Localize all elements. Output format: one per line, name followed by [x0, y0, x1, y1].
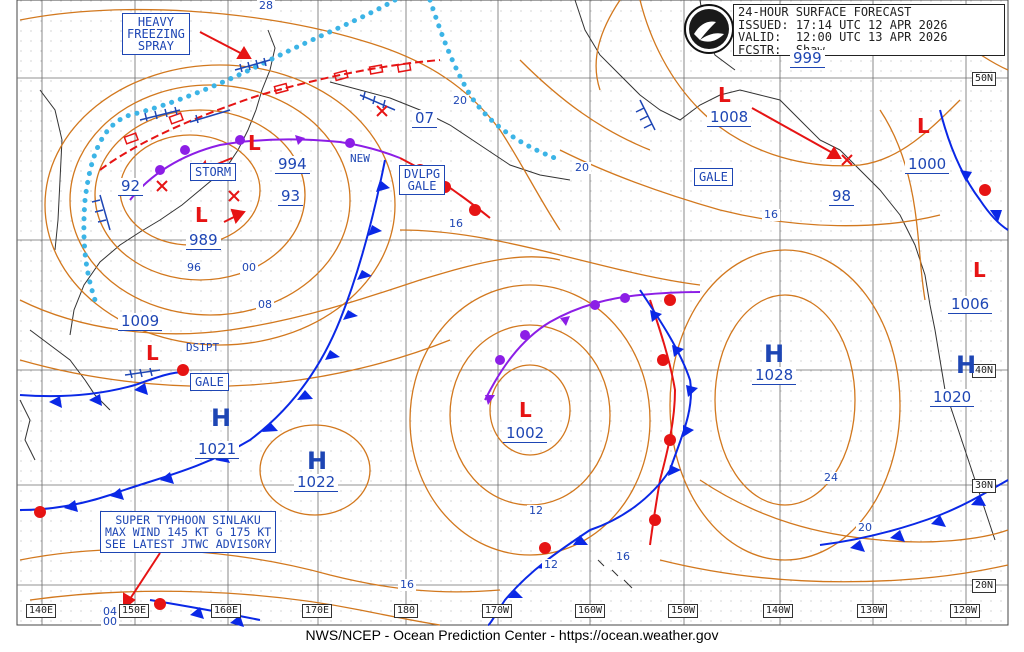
coastlines — [19, 0, 996, 589]
isobar-label: 16 — [398, 578, 416, 591]
low-pressure-1009: 1009 — [118, 313, 163, 331]
gale-warning-box: GALE — [190, 373, 229, 391]
lon-label-180: 180 — [394, 604, 419, 618]
isobar-label: 16 — [762, 208, 780, 221]
low-center-symbol: L — [519, 398, 532, 422]
high-pressure-1022: 1022 — [294, 474, 339, 492]
isobar-label: 24 — [822, 471, 840, 484]
lon-label-160e: 160E — [211, 604, 242, 618]
low-pressure-92: 92 — [118, 178, 144, 196]
isobar-label: 04 — [101, 605, 119, 618]
typhoon-line: SEE LATEST JTWC ADVISORY — [105, 537, 272, 551]
typhoon-line: MAX WIND 145 KT G 175 KT — [105, 525, 272, 539]
lat-label-50n: 50N — [972, 72, 997, 86]
new-label: NEW — [350, 152, 370, 165]
warning-line: HEAVY — [137, 15, 174, 29]
isobar-label: 28 — [257, 0, 275, 12]
developing-gale-box: DVLPG GALE — [399, 165, 446, 195]
dissipating-label: DSIPT — [186, 341, 220, 354]
low-pressure-1006: 1006 — [948, 296, 993, 314]
forecaster-label: FCSTR: — [738, 42, 782, 57]
low-pressure-1000: 1000 — [905, 156, 950, 174]
warning-line: DVLPG — [404, 167, 441, 181]
ice-accretion-hatching — [91, 57, 656, 379]
low-pressure-999: 999 — [790, 50, 825, 68]
heavy-freezing-spray-box: HEAVY FREEZING SPRAY — [122, 13, 190, 55]
lat-label-30n: 30N — [972, 479, 997, 493]
high-pressure-1028: 1028 — [752, 367, 797, 385]
lon-label-140w: 140W — [763, 604, 794, 618]
isobar-label: 20 — [856, 521, 874, 534]
low-pressure-989: 989 — [186, 232, 221, 250]
low-center-symbol: L — [195, 203, 208, 227]
low-pressure-994: 994 — [275, 156, 310, 174]
low-pressure-93: 93 — [278, 188, 304, 206]
high-center-symbol: H — [764, 340, 785, 368]
lon-label-160w: 160W — [575, 604, 606, 618]
low-pressure-1002: 1002 — [503, 425, 548, 443]
high-center-symbol: H — [956, 351, 977, 379]
lat-label-20n: 20N — [972, 579, 997, 593]
warning-line: FREEZING — [127, 27, 185, 41]
low-center-symbol: L — [917, 114, 930, 138]
low-center-symbol: L — [146, 341, 159, 365]
gale-warning-box: GALE — [694, 168, 733, 186]
lon-label-150e: 150E — [119, 604, 150, 618]
high-pressure-1021: 1021 — [195, 441, 240, 459]
isobar-label: 20 — [451, 94, 469, 107]
storm-warning-box: STORM — [190, 163, 237, 181]
low-pressure-1008: 1008 — [707, 109, 752, 127]
lon-label-150w: 150W — [668, 604, 699, 618]
isobar-label: 12 — [542, 558, 560, 571]
valid-label: VALID: — [738, 30, 782, 44]
footer-credit: NWS/NCEP - Ocean Prediction Center - htt… — [0, 627, 1024, 652]
isobar-label: 20 — [573, 161, 591, 174]
isobar-label: 16 — [614, 550, 632, 563]
high-center-symbol: H — [307, 447, 328, 475]
forecast-header: 24-HOUR SURFACE FORECAST ISSUED: 17:14 U… — [733, 4, 1005, 56]
lon-label-170w: 170W — [482, 604, 513, 618]
valid-time: 12:00 UTC 13 APR 2026 — [795, 30, 948, 44]
lon-label-130w: 130W — [857, 604, 888, 618]
low-pressure-07: 07 — [412, 110, 438, 128]
lat-label-40n: 40N — [972, 364, 997, 378]
isobar-label: 00 — [101, 615, 119, 628]
ice-edge — [81, 0, 563, 303]
low-pressure-98: 98 — [829, 188, 855, 206]
low-center-symbol: L — [718, 83, 731, 107]
isobar-label: 96 — [185, 261, 203, 274]
low-center-symbol: L — [973, 258, 986, 282]
lon-label-170e: 170E — [302, 604, 333, 618]
isobar-label: 00 — [240, 261, 258, 274]
low-center-symbol: L — [248, 131, 261, 155]
issued-time: 17:14 UTC 12 APR 2026 — [795, 17, 948, 32]
header-title: 24-HOUR SURFACE FORECAST — [738, 5, 912, 19]
isobar-label: 08 — [256, 298, 274, 311]
warning-line: GALE — [407, 179, 437, 193]
lon-label-140e: 140E — [26, 604, 57, 618]
warning-line: SPRAY — [137, 39, 174, 53]
isobar-label: 12 — [527, 504, 545, 517]
issued-label: ISSUED: — [738, 17, 789, 32]
typhoon-line: SUPER TYPHOON SINLAKU — [115, 513, 261, 527]
center-x-marks — [156, 105, 853, 202]
noaa-logo-icon — [684, 4, 734, 54]
isobar-label: 16 — [447, 217, 465, 230]
high-center-symbol: H — [211, 404, 232, 432]
high-pressure-1020: 1020 — [930, 389, 975, 407]
lon-label-120w: 120W — [950, 604, 981, 618]
typhoon-advisory-box: SUPER TYPHOON SINLAKU MAX WIND 145 KT G … — [100, 511, 277, 553]
